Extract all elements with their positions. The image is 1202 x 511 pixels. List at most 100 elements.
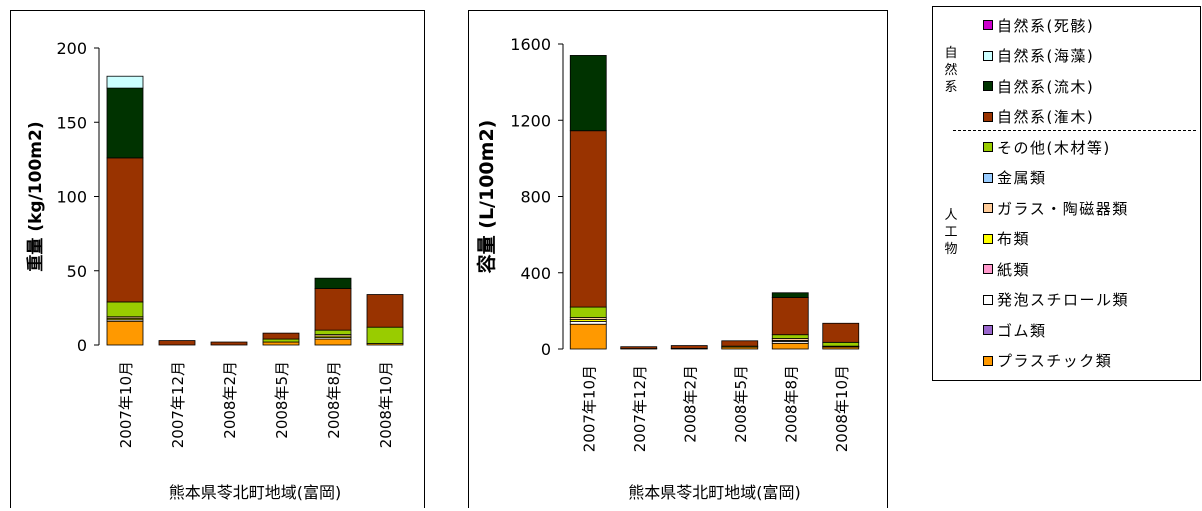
bar-segment	[263, 342, 299, 345]
volume-chart-panel: 0 400 800 1200 1600 2007年10月 2007年12月 2008年2月 20…	[468, 10, 888, 508]
y-tick-label: 0	[541, 340, 551, 359]
bar-segment	[315, 289, 351, 331]
bar-segment	[823, 342, 859, 346]
bar-segment	[367, 295, 403, 328]
bar-segment	[772, 343, 808, 349]
bar-segment	[671, 346, 707, 349]
legend-label: ゴム類	[997, 320, 1047, 341]
legend-label: その他(木材等)	[997, 137, 1111, 158]
volume-chart: 0 400 800 1200 1600 2007年10月 2007年12月 2008年2月 20…	[469, 11, 887, 507]
bar-segment	[772, 335, 808, 339]
bar-segment	[211, 342, 247, 345]
legend-item: ゴム類	[983, 320, 1047, 340]
bar-segment	[722, 341, 758, 346]
bar-segment	[823, 323, 859, 342]
y-axis-label: 重量 (kg/100m2)	[25, 121, 46, 271]
x-tick-label: 2007年10月	[117, 361, 135, 448]
y-tick-label: 150	[56, 113, 87, 132]
bar-segment	[772, 298, 808, 335]
y-tick-label: 1600	[510, 35, 551, 54]
bar-segment	[570, 131, 606, 307]
y-tick-label: 50	[67, 262, 87, 281]
legend-label: 金属類	[997, 167, 1047, 188]
bar-segment	[315, 278, 351, 288]
legend-swatch	[983, 325, 993, 335]
bar-segment	[570, 321, 606, 324]
x-axis-label: 熊本県苓北町地域(富岡)	[169, 483, 342, 502]
legend-label: 発泡スチロール類	[997, 289, 1129, 310]
legend-label: 自然系(潅木)	[997, 106, 1094, 127]
legend-item: 紙類	[983, 259, 1030, 279]
legend-swatch	[983, 295, 993, 305]
legend-group-artificial: 人工物	[941, 207, 961, 258]
legend-swatch	[983, 51, 993, 61]
legend-label: 自然系(死骸)	[997, 15, 1094, 36]
y-tick-label: 800	[520, 188, 551, 207]
legend-label: ガラス・陶磁器類	[997, 198, 1129, 219]
y-axis-label: 容量 (L/100m2)	[475, 120, 498, 274]
legend-swatch	[983, 356, 993, 366]
bar-segment	[772, 293, 808, 298]
x-tick-label: 2008年10月	[377, 361, 395, 448]
x-tick-label: 2008年2月	[681, 365, 699, 443]
bar-segment	[621, 347, 657, 349]
legend-separator	[953, 130, 1196, 131]
weight-chart-panel: 0 50 100 150 200 2007年10月 2007年12月 2008年2月 2008年…	[10, 10, 425, 508]
bar-segment	[570, 307, 606, 317]
bar-segment	[159, 341, 195, 345]
x-tick-label: 2007年12月	[631, 365, 649, 452]
legend-item: プラスチック類	[983, 351, 1112, 371]
bar-segment	[315, 339, 351, 345]
legend-swatch	[983, 264, 993, 274]
x-tick-label: 2008年5月	[732, 365, 750, 443]
x-tick-label: 2008年2月	[221, 361, 239, 439]
x-tick-label: 2008年10月	[833, 365, 851, 452]
legend-group-natural: 自然系	[941, 45, 961, 96]
bar-segment	[107, 321, 143, 345]
x-tick-label: 2007年10月	[580, 365, 598, 452]
legend-swatch	[983, 20, 993, 30]
legend-label: プラスチック類	[997, 350, 1112, 371]
legend-item: 自然系(潅木)	[983, 107, 1094, 127]
legend-swatch	[983, 203, 993, 213]
x-axis-label: 熊本県苓北町地域(富岡)	[628, 483, 801, 502]
legend-swatch	[983, 234, 993, 244]
legend-label: 紙類	[997, 259, 1030, 280]
legend-swatch	[983, 142, 993, 152]
bar-segment	[570, 324, 606, 349]
bar-segment	[367, 327, 403, 343]
bar-segment	[570, 55, 606, 130]
y-tick-label: 100	[56, 188, 87, 207]
y-tick-label: 200	[56, 39, 87, 58]
legend-item: 自然系(流木)	[983, 76, 1094, 96]
legend: 自然系 人工物 自然系(死骸) 自然系(海藻) 自然系(流木) 自然系(潅木) その他(…	[932, 6, 1201, 381]
legend-item: 自然系(死骸)	[983, 15, 1094, 35]
bar-segment	[107, 76, 143, 88]
bar-segment	[107, 302, 143, 317]
x-tick-label: 2007年12月	[169, 361, 187, 448]
legend-label: 布類	[997, 228, 1030, 249]
x-tick-label: 2008年8月	[782, 365, 800, 443]
legend-swatch	[983, 81, 993, 91]
legend-item: その他(木材等)	[983, 137, 1111, 157]
y-tick-label: 1200	[510, 111, 551, 130]
legend-item: ガラス・陶磁器類	[983, 198, 1129, 218]
x-tick-label: 2008年8月	[325, 361, 343, 439]
bar-segment	[263, 339, 299, 342]
legend-label: 自然系(海藻)	[997, 45, 1094, 66]
legend-item: 自然系(海藻)	[983, 46, 1094, 66]
bar-segment	[315, 330, 351, 334]
x-tick-label: 2008年5月	[273, 361, 291, 439]
legend-item: 金属類	[983, 168, 1047, 188]
bar-segment	[107, 88, 143, 158]
legend-label: 自然系(流木)	[997, 76, 1094, 97]
y-tick-label: 0	[77, 336, 87, 355]
bar-segment	[107, 158, 143, 302]
y-tick-label: 400	[520, 264, 551, 283]
weight-chart: 0 50 100 150 200 2007年10月 2007年12月 2008年2月 2008年…	[11, 11, 424, 507]
legend-item: 布類	[983, 229, 1030, 249]
legend-swatch	[983, 173, 993, 183]
bar-segment	[263, 333, 299, 339]
legend-item: 発泡スチロール類	[983, 290, 1129, 310]
legend-swatch	[983, 112, 993, 122]
